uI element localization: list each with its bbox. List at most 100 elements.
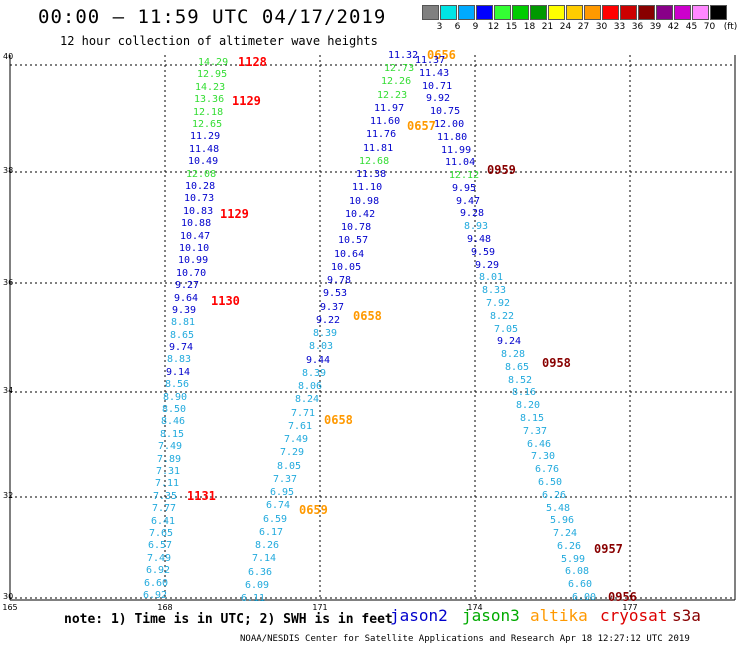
wave-height-value: 7.14 [252, 553, 277, 564]
wave-height-value: 9.53 [323, 288, 348, 299]
wave-height-value: 11.76 [366, 129, 397, 140]
color-scale-swatch [530, 5, 547, 20]
color-scale-swatch [512, 5, 529, 20]
wave-height-value: 5.99 [561, 554, 586, 565]
color-scale-swatch [602, 5, 619, 20]
wave-height-value: 5.48 [546, 503, 571, 514]
wave-height-value: 7.89 [157, 454, 182, 465]
color-scale-label: 36 [631, 22, 644, 32]
wave-height-value: 10.75 [430, 106, 461, 117]
wave-height-value: 11.99 [441, 145, 472, 156]
wave-height-value: 8.24 [295, 394, 320, 405]
wave-height-value: 6.41 [151, 516, 176, 527]
legend-cryosat: cryosat [600, 606, 668, 625]
longitude-label: 174 [467, 603, 483, 612]
wave-height-value: 9.95 [452, 183, 477, 194]
color-scale-swatch [476, 5, 493, 20]
wave-height-value: 9.14 [166, 367, 191, 378]
wave-height-value: 5.96 [550, 515, 575, 526]
pass-time-label: 0958 [542, 356, 571, 370]
wave-height-value: 11.29 [190, 131, 221, 142]
wave-height-value: 7.30 [531, 451, 556, 462]
wave-height-value: 7.29 [280, 447, 305, 458]
wave-height-value: 7.31 [156, 466, 181, 477]
wave-height-value: 9.48 [467, 234, 492, 245]
wave-height-value: 10.78 [341, 222, 372, 233]
wave-height-value: 14.29 [198, 57, 229, 68]
color-scale-swatch [656, 5, 673, 20]
wave-height-value: 8.33 [482, 285, 507, 296]
wave-height-value: 8.05 [277, 461, 302, 472]
wave-height-value: 8.16 [512, 387, 537, 398]
wave-height-value: 8.56 [165, 379, 190, 390]
wave-height-value: 7.24 [553, 528, 578, 539]
color-scale-label: 9 [472, 22, 479, 32]
legend-jason2: jason2 [390, 606, 448, 625]
longitude-label: 168 [157, 603, 173, 612]
color-scale-label: 33 [613, 22, 626, 32]
color-scale-swatch [620, 5, 637, 20]
pass-time-label: 0659 [299, 503, 328, 517]
color-scale-swatch [422, 5, 439, 20]
wave-height-value: 12.95 [197, 69, 228, 80]
color-scale-label: 18 [523, 22, 536, 32]
wave-height-value: 6.74 [266, 500, 291, 511]
wave-height-value: 10.05 [331, 262, 362, 273]
pass-time-label: 0658 [353, 309, 382, 323]
color-scale-swatch [548, 5, 565, 20]
wave-height-value: 9.78 [327, 275, 352, 286]
wave-height-value: 6.60 [568, 579, 593, 590]
wave-height-value: 12.68 [359, 156, 390, 167]
wave-height-value: 12.26 [381, 76, 412, 87]
wave-height-value: 10.42 [345, 209, 376, 220]
wave-height-value: 11.04 [445, 157, 476, 168]
wave-height-value: 7.35 [153, 491, 178, 502]
color-scale-label: 45 [685, 22, 698, 32]
wave-height-value: 8.81 [171, 317, 196, 328]
wave-height-value: 11.10 [352, 182, 383, 193]
wave-height-value: 10.83 [183, 206, 214, 217]
wave-height-value: 13.36 [194, 94, 225, 105]
map-subtitle: 12 hour collection of altimeter wave hei… [60, 34, 378, 48]
wave-height-value: 10.88 [181, 218, 212, 229]
wave-height-value: 10.98 [349, 196, 380, 207]
color-scale-swatch [458, 5, 475, 20]
pass-time-label: 0956 [608, 590, 637, 604]
color-scale-swatch [440, 5, 457, 20]
wave-height-value: 8.15 [160, 429, 185, 440]
color-scale-swatch [566, 5, 583, 20]
color-scale-label: 70 [703, 22, 716, 32]
color-scale-label: 30 [595, 22, 608, 32]
wave-height-value: 10.73 [184, 193, 215, 204]
wave-height-value: 6.00 [572, 592, 597, 603]
pass-time-label: 0656 [427, 48, 456, 62]
pass-time-label: 0658 [324, 413, 353, 427]
wave-height-value: 8.46 [161, 416, 186, 427]
wave-height-value: 8.06 [298, 381, 323, 392]
wave-height-value: 7.61 [288, 421, 313, 432]
wave-height-value: 6.76 [535, 464, 560, 475]
wave-height-value: 12.23 [377, 90, 408, 101]
wave-height-value: 6.26 [557, 541, 582, 552]
wave-height-value: 12.08 [186, 169, 217, 180]
wave-height-value: 9.29 [475, 260, 500, 271]
wave-height-value: 8.26 [255, 540, 280, 551]
wave-height-value: 9.27 [175, 280, 200, 291]
wave-height-value: 9.59 [471, 247, 496, 258]
longitude-label: 177 [622, 603, 638, 612]
wave-height-value: 9.92 [426, 93, 451, 104]
wave-height-value: 6.17 [259, 527, 284, 538]
wave-height-value: 12.65 [192, 119, 223, 130]
wave-height-value: 10.57 [338, 235, 369, 246]
wave-height-value: 8.90 [163, 392, 188, 403]
pass-time-label: 1130 [211, 294, 240, 308]
latitude-label: 40 [3, 52, 14, 61]
color-scale-label: 39 [649, 22, 662, 32]
wave-height-value: 9.37 [320, 302, 345, 313]
color-scale-label: 3 [436, 22, 443, 32]
longitude-label: 165 [2, 603, 18, 612]
latitude-label: 32 [3, 491, 14, 500]
latitude-label: 34 [3, 386, 14, 395]
wave-height-value: 8.65 [505, 362, 530, 373]
